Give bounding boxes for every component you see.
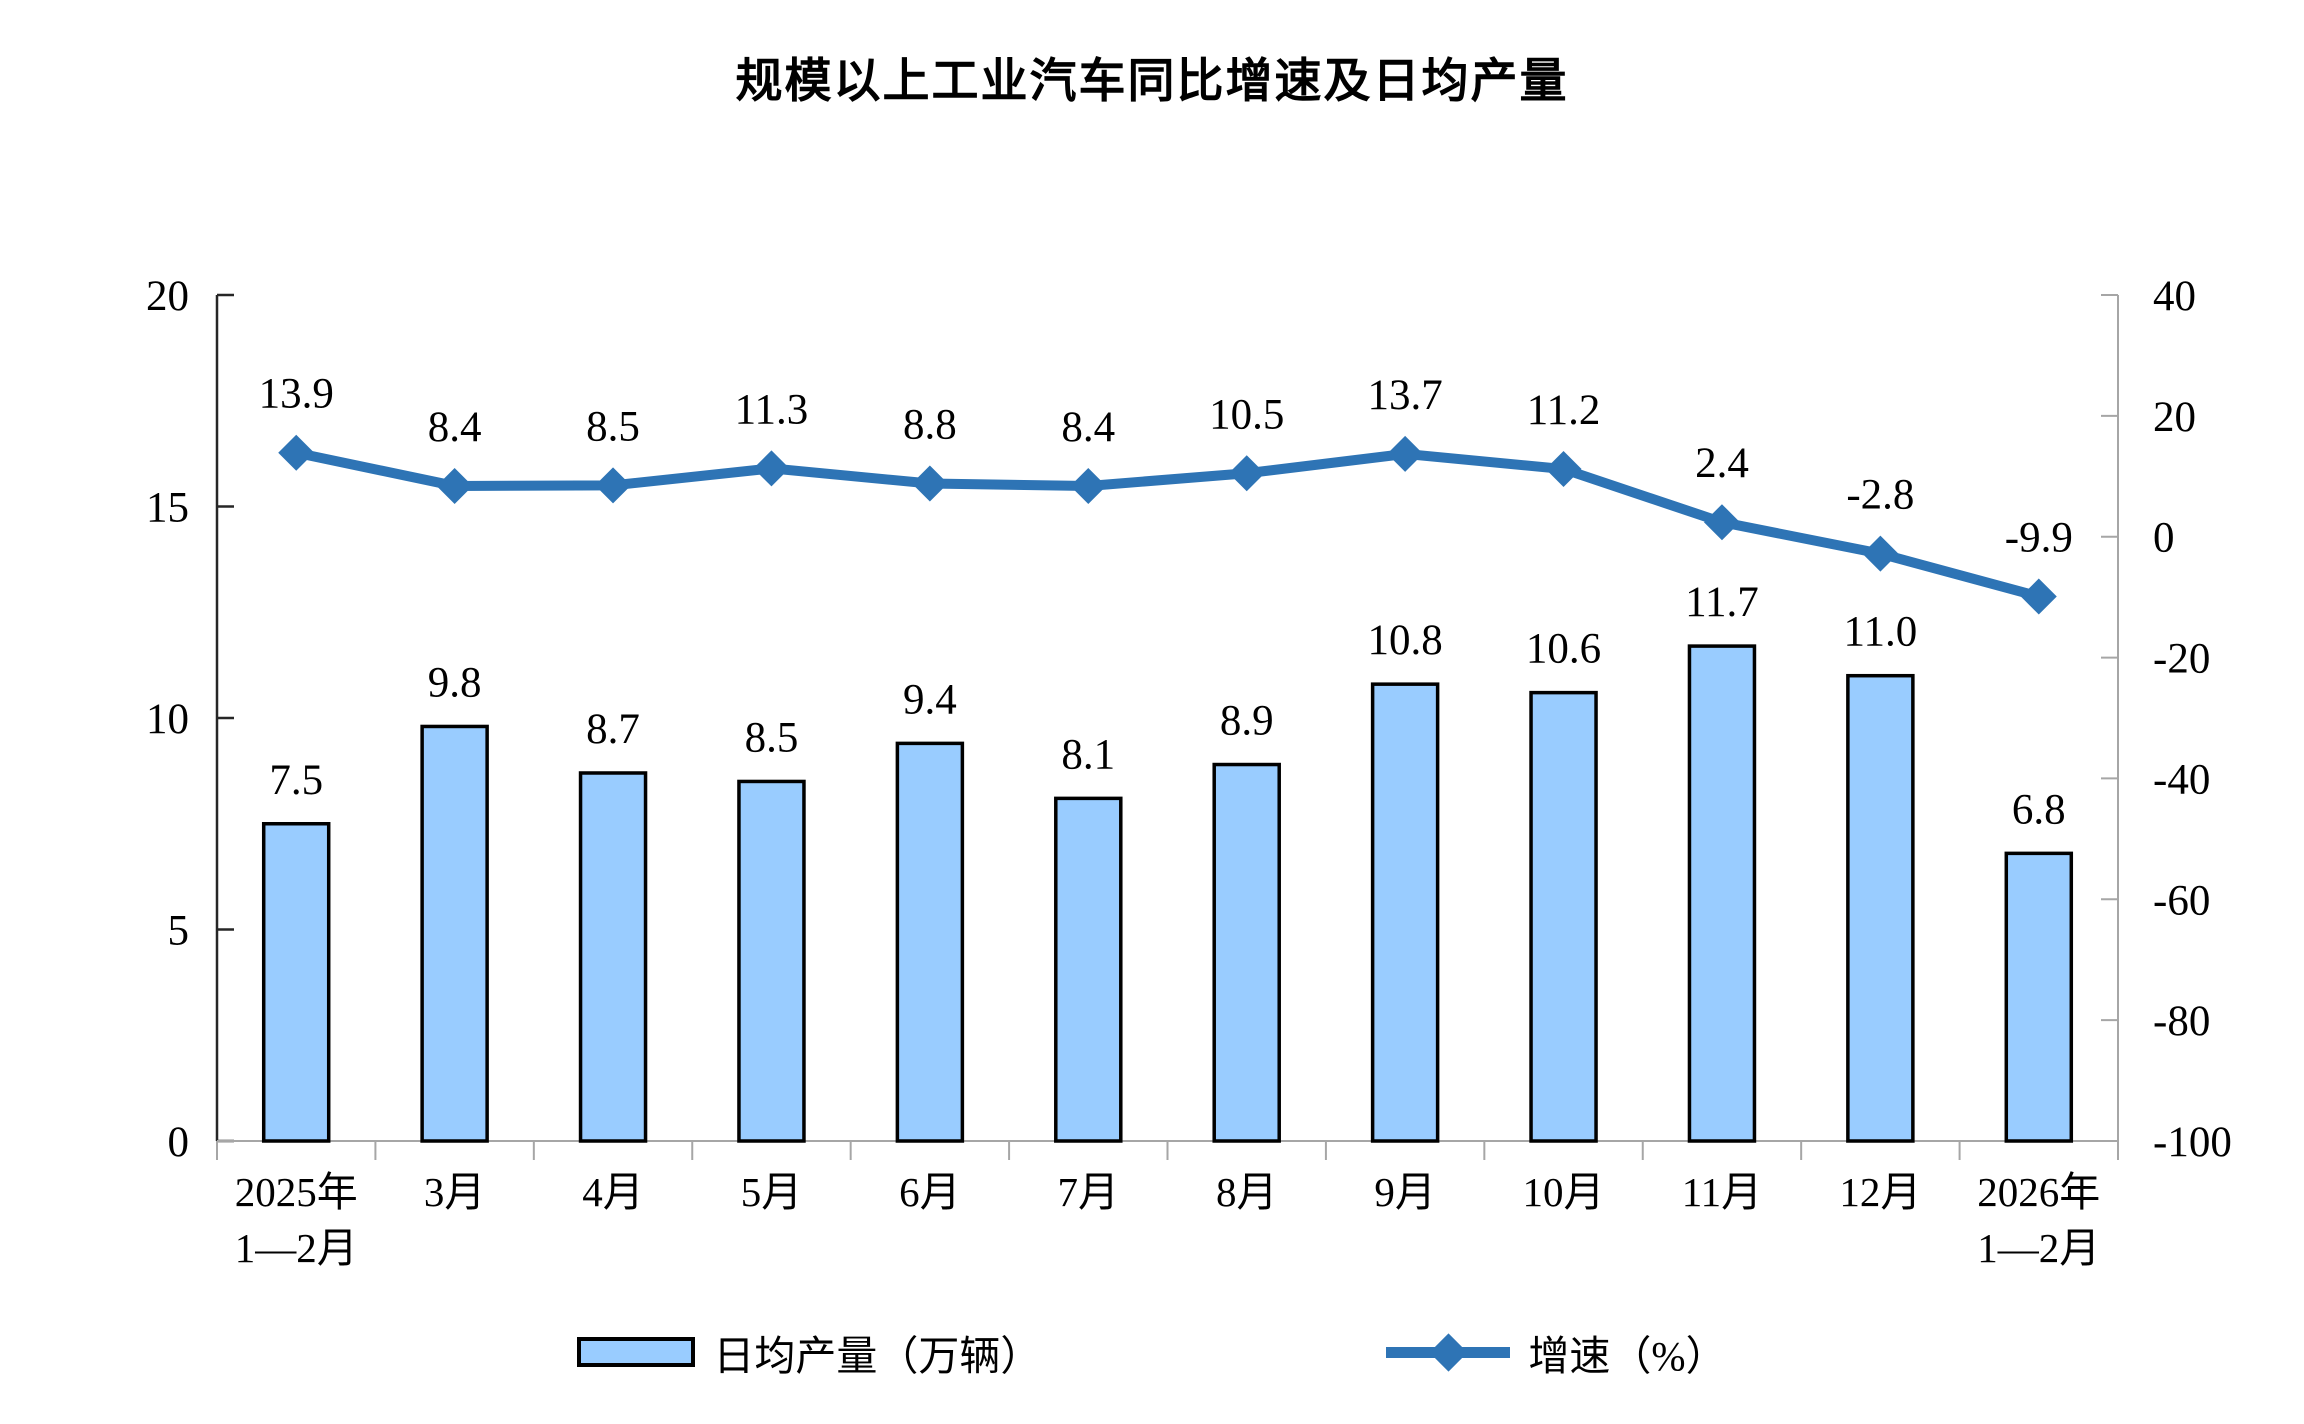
right-axis-tick-label: -20 — [2153, 636, 2210, 683]
line-value-label: 2.4 — [1695, 440, 1749, 487]
diamond-marker-icon — [1387, 435, 1424, 472]
line-value-label: 8.5 — [586, 403, 640, 450]
bar-value-label: 10.6 — [1526, 626, 1601, 673]
line-value-label: -9.9 — [2005, 515, 2073, 562]
right-axis-tick-label: -100 — [2153, 1119, 2232, 1166]
right-axis-tick-label: 0 — [2153, 515, 2175, 562]
bar-series-swatch — [577, 1337, 696, 1367]
bar — [1054, 796, 1123, 1143]
bar — [578, 771, 648, 1143]
x-category-label: 10月 — [1523, 1169, 1605, 1215]
legend-item-line: 增速（%） — [1386, 1322, 1727, 1382]
line-value-label: 8.8 — [903, 402, 957, 449]
line-value-label: 11.3 — [735, 386, 809, 433]
x-category-label: 7月 — [1058, 1169, 1120, 1215]
bar-value-label: 10.8 — [1368, 617, 1443, 664]
left-axis-tick-label: 5 — [168, 908, 190, 955]
right-axis-tick-label: 40 — [2153, 273, 2196, 320]
right-axis-tick-label: -80 — [2153, 998, 2210, 1045]
left-axis-tick-label: 15 — [146, 485, 189, 532]
right-axis-tick-label: 20 — [2153, 394, 2196, 441]
bar-value-label: 9.8 — [428, 659, 482, 706]
left-axis-tick-label: 20 — [146, 273, 189, 320]
bar-value-label: 8.1 — [1061, 731, 1115, 778]
x-category-label: 3月 — [424, 1169, 486, 1215]
diamond-marker-icon — [278, 434, 315, 471]
bar-value-label: 9.4 — [903, 676, 957, 723]
legend: 日均产量（万辆） 增速（%） — [0, 1322, 2304, 1382]
diamond-marker-icon — [911, 465, 948, 502]
line-value-label: 8.4 — [1061, 404, 1115, 451]
line-value-label: 8.4 — [428, 404, 482, 451]
x-category-label: 6月 — [899, 1169, 961, 1215]
diamond-marker-icon — [753, 450, 790, 487]
line-value-label: 11.2 — [1527, 387, 1601, 434]
diamond-marker-icon — [1703, 504, 1740, 541]
diamond-marker-icon — [436, 467, 473, 504]
legend-item-bar: 日均产量（万辆） — [577, 1322, 1041, 1382]
line-value-label: 13.7 — [1368, 372, 1443, 419]
diamond-marker-icon — [1429, 1333, 1469, 1372]
left-axis-tick-label: 0 — [168, 1119, 190, 1166]
bar — [895, 741, 965, 1143]
bar-value-label: 11.7 — [1685, 579, 1759, 626]
diamond-marker-icon — [1070, 467, 1107, 504]
x-category-label: 8月 — [1216, 1169, 1278, 1215]
line-series-sample — [1386, 1332, 1511, 1372]
bar — [1687, 644, 1757, 1143]
bar — [1529, 690, 1598, 1143]
x-category-label: 11月 — [1682, 1169, 1762, 1215]
bar — [737, 779, 806, 1143]
bar-value-label: 8.7 — [586, 706, 640, 753]
bar — [1212, 762, 1281, 1143]
bar — [1846, 673, 1915, 1143]
line-series-label: 增速（%） — [1528, 1333, 1727, 1379]
line-value-label: -2.8 — [1846, 472, 1914, 519]
line-value-label: 13.9 — [259, 371, 334, 418]
diamond-marker-icon — [1228, 455, 1265, 492]
diamond-marker-icon — [595, 467, 632, 504]
bar — [261, 822, 331, 1143]
line-value-label: 10.5 — [1209, 391, 1284, 438]
x-category-label: 12月 — [1839, 1169, 1921, 1215]
left-axis-tick-label: 10 — [146, 696, 189, 743]
x-category-label: 9月 — [1374, 1169, 1436, 1215]
diamond-marker-icon — [2020, 578, 2057, 615]
x-category-label: 2025年 1—2月 — [235, 1169, 358, 1271]
growth-line — [295, 447, 2041, 602]
x-category-label: 5月 — [741, 1169, 803, 1215]
bar — [420, 724, 489, 1143]
bar — [2004, 851, 2074, 1143]
right-axis-tick-label: -40 — [2153, 756, 2210, 803]
right-axis-tick-label: -60 — [2153, 877, 2210, 924]
x-category-label: 2026年 1—2月 — [1977, 1169, 2100, 1271]
bar-series-label: 日均产量（万辆） — [713, 1333, 1042, 1379]
x-category-label: 4月 — [582, 1169, 644, 1215]
bar-value-label: 7.5 — [269, 757, 323, 804]
bar — [1370, 682, 1440, 1143]
bar-value-label: 11.0 — [1844, 609, 1918, 656]
diamond-marker-icon — [1545, 451, 1582, 488]
bar-value-label: 8.5 — [745, 714, 799, 761]
bar-value-label: 6.8 — [2012, 786, 2066, 833]
diamond-marker-icon — [1862, 535, 1899, 572]
chart-title: 规模以上工业汽车同比增速及日均产量 — [735, 56, 1569, 108]
bar-value-label: 8.9 — [1220, 698, 1274, 745]
